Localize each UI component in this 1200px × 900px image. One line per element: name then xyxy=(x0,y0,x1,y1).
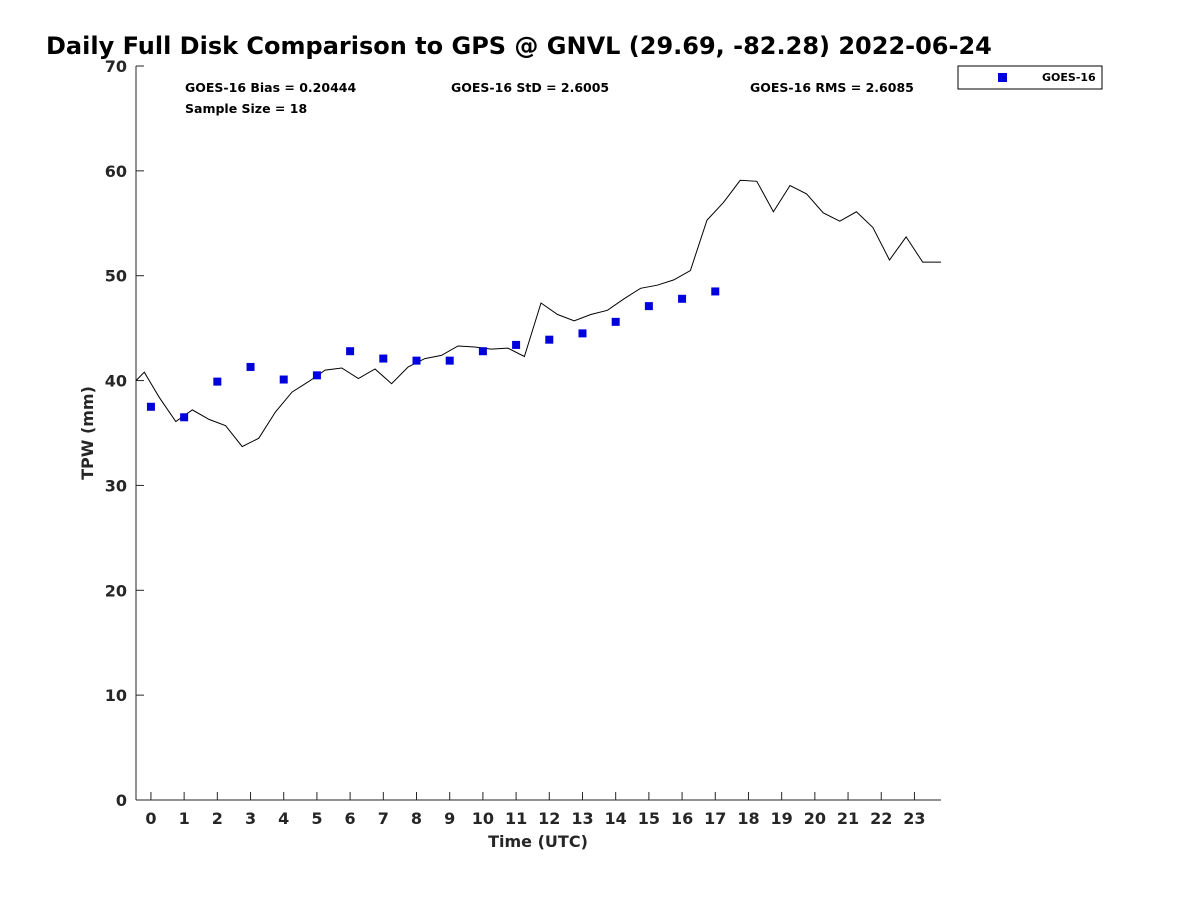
x-tick-label: 2 xyxy=(212,809,223,828)
goes-16-point xyxy=(512,340,521,349)
rms-annotation: GOES-16 RMS = 2.6085 xyxy=(750,80,914,95)
goes-16-point xyxy=(678,294,687,303)
y-axis-ticks: 0 10 20 30 40 50 60 70 xyxy=(105,57,144,810)
goes-16-point xyxy=(312,371,321,380)
x-tick-label: 6 xyxy=(345,809,356,828)
x-tick-label: 14 xyxy=(605,809,627,828)
x-tick-label: 16 xyxy=(671,809,693,828)
gps-line xyxy=(135,179,941,448)
goes-16-point xyxy=(478,347,487,356)
x-tick-label: 20 xyxy=(804,809,826,828)
x-tick-label: 7 xyxy=(378,809,389,828)
goes-16-point xyxy=(578,329,587,338)
x-tick-label: 3 xyxy=(245,809,256,828)
x-tick-label: 12 xyxy=(538,809,560,828)
x-axis-ticks: 0 1 2 3 4 5 6 7 8 9 10 11 12 13 14 15 16 17 18 19 20 21 22 23 xyxy=(145,792,926,828)
goes-16-point xyxy=(246,362,255,371)
goes-16-point xyxy=(379,354,388,363)
goes-16-point xyxy=(412,356,421,365)
y-tick-label: 40 xyxy=(105,372,127,391)
legend-box xyxy=(957,65,1103,90)
x-tick-label: 9 xyxy=(444,809,455,828)
legend-marker xyxy=(998,73,1007,82)
x-tick-label: 19 xyxy=(771,809,793,828)
goes-16-point xyxy=(146,402,155,411)
goes-16-point xyxy=(213,377,222,386)
y-axis-label: TPW (mm) xyxy=(78,386,97,480)
goes-16-point xyxy=(180,413,189,422)
goes-16-point xyxy=(545,335,554,344)
x-tick-label: 17 xyxy=(704,809,726,828)
x-tick-label: 13 xyxy=(571,809,593,828)
y-tick-label: 20 xyxy=(105,581,127,600)
x-tick-label: 5 xyxy=(311,809,322,828)
x-tick-label: 4 xyxy=(278,809,289,828)
y-tick-label: 10 xyxy=(105,686,127,705)
x-tick-label: 21 xyxy=(837,809,859,828)
x-tick-label: 10 xyxy=(472,809,494,828)
y-tick-label: 0 xyxy=(116,791,127,810)
chart-title: Daily Full Disk Comparison to GPS @ GNVL… xyxy=(46,32,992,60)
legend-label: GOES-16 xyxy=(1042,71,1096,84)
y-tick-label: 30 xyxy=(105,476,127,495)
x-axis-label: Time (UTC) xyxy=(488,832,588,851)
x-tick-label: 8 xyxy=(411,809,422,828)
goes-16-point xyxy=(346,347,355,356)
x-tick-label: 18 xyxy=(737,809,759,828)
std-annotation: GOES-16 StD = 2.6005 xyxy=(451,80,609,95)
x-tick-label: 0 xyxy=(145,809,156,828)
gps-line-series xyxy=(135,179,941,448)
legend: GOES-16 xyxy=(957,65,1103,90)
sample-size-annotation: Sample Size = 18 xyxy=(185,101,307,116)
y-tick-label: 60 xyxy=(105,162,127,181)
x-tick-label: 23 xyxy=(903,809,925,828)
y-tick-label: 70 xyxy=(105,57,127,76)
axes xyxy=(135,66,941,801)
x-tick-label: 1 xyxy=(179,809,190,828)
bias-annotation: GOES-16 Bias = 0.20444 xyxy=(185,80,356,95)
goes-16-point xyxy=(711,287,720,296)
x-tick-label: 22 xyxy=(870,809,892,828)
goes-16-point xyxy=(611,317,620,326)
goes-16-series xyxy=(146,287,720,422)
x-tick-label: 11 xyxy=(505,809,527,828)
y-tick-label: 50 xyxy=(105,267,127,286)
goes-16-point xyxy=(445,356,454,365)
goes-16-point xyxy=(644,302,653,311)
x-tick-label: 15 xyxy=(638,809,660,828)
goes-16-point xyxy=(279,375,288,384)
